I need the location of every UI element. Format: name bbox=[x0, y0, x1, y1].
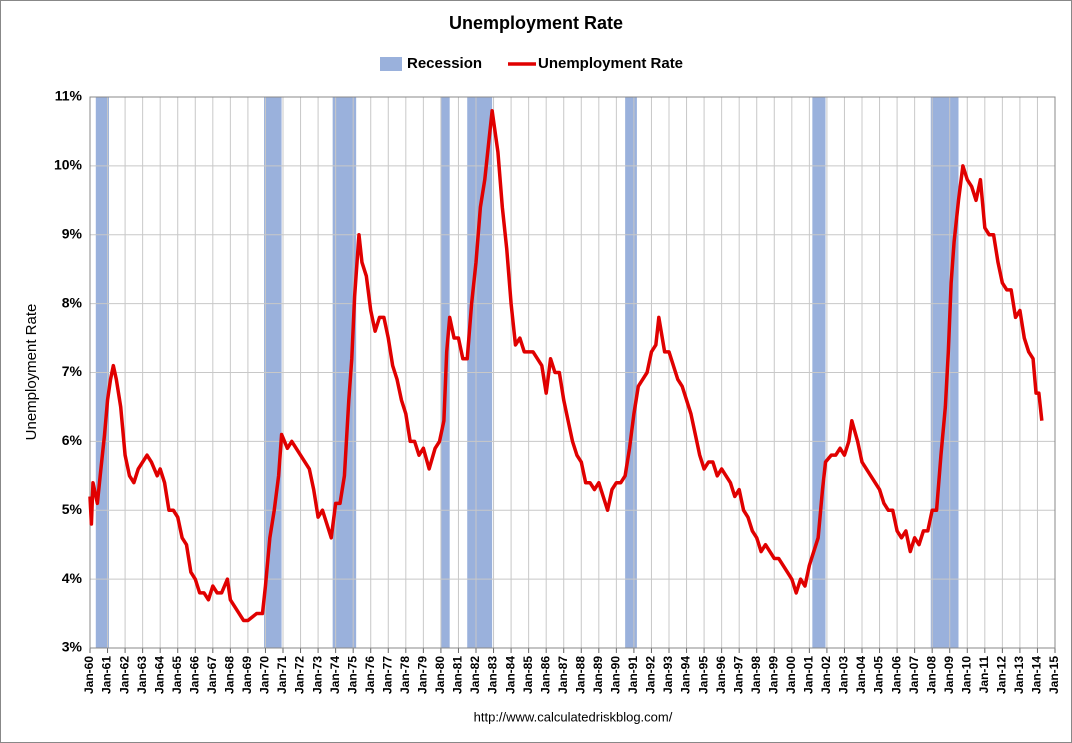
x-tick-label: Jan-87 bbox=[556, 656, 570, 694]
y-tick-label: 7% bbox=[62, 363, 83, 379]
x-tick-label: Jan-61 bbox=[100, 656, 114, 694]
x-tick-label: Jan-67 bbox=[205, 656, 219, 694]
plot-border bbox=[89, 96, 1056, 649]
x-tick-label: Jan-06 bbox=[889, 656, 903, 694]
y-tick-label: 6% bbox=[62, 432, 83, 448]
x-tick-label: Jan-81 bbox=[451, 656, 465, 694]
x-tick-label: Jan-00 bbox=[784, 656, 798, 694]
x-tick-label: Jan-01 bbox=[802, 656, 816, 694]
x-tick-label: Jan-96 bbox=[714, 656, 728, 694]
x-tick-label: Jan-74 bbox=[328, 656, 342, 694]
x-tick-label: Jan-13 bbox=[1012, 656, 1026, 694]
y-axis-label: Unemployment Rate bbox=[23, 304, 40, 441]
x-tick-label: Jan-09 bbox=[942, 656, 956, 694]
x-tick-label: Jan-78 bbox=[398, 656, 412, 694]
x-tick-label: Jan-64 bbox=[152, 656, 166, 694]
x-tick-label: Jan-02 bbox=[819, 656, 833, 694]
x-tick-label: Jan-14 bbox=[1030, 656, 1044, 694]
y-tick-label: 3% bbox=[62, 639, 83, 655]
x-tick-label: Jan-04 bbox=[854, 656, 868, 694]
legend-swatch bbox=[380, 57, 402, 71]
x-tick-label: Jan-10 bbox=[959, 656, 973, 694]
x-tick-label: Jan-69 bbox=[240, 656, 254, 694]
legend-label: Recession bbox=[407, 55, 482, 72]
x-tick-label: Jan-93 bbox=[661, 656, 675, 694]
x-tick-label: Jan-85 bbox=[521, 656, 535, 694]
x-tick-label: Jan-88 bbox=[573, 656, 587, 694]
x-tick-label: Jan-82 bbox=[468, 656, 482, 694]
x-tick-label: Jan-91 bbox=[626, 656, 640, 694]
x-tick-label: Jan-11 bbox=[977, 656, 991, 694]
x-tick-label: Jan-72 bbox=[293, 656, 307, 694]
x-tick-label: Jan-77 bbox=[380, 656, 394, 694]
x-tick-label: Jan-03 bbox=[837, 656, 851, 694]
x-tick-label: Jan-84 bbox=[503, 656, 517, 694]
x-tick-label: Jan-70 bbox=[258, 656, 272, 694]
x-tick-label: Jan-62 bbox=[117, 656, 131, 694]
x-tick-label: Jan-94 bbox=[679, 656, 693, 694]
data-line bbox=[88, 109, 1044, 623]
x-tick-label: Jan-05 bbox=[872, 656, 886, 694]
x-tick-label: Jan-65 bbox=[170, 656, 184, 694]
x-tick-label: Jan-89 bbox=[591, 656, 605, 694]
x-tick-label: Jan-99 bbox=[766, 656, 780, 694]
y-tick-label: 8% bbox=[62, 294, 83, 310]
x-tick-label: Jan-60 bbox=[82, 656, 96, 694]
source-note: http://www.calculatedriskblog.com/ bbox=[474, 709, 673, 724]
x-tick-label: Jan-08 bbox=[924, 656, 938, 694]
x-tick-label: Jan-76 bbox=[363, 656, 377, 694]
x-tick-label: Jan-98 bbox=[749, 656, 763, 694]
y-tick-label: 11% bbox=[55, 88, 83, 104]
x-tick-label: Jan-80 bbox=[433, 656, 447, 694]
x-tick-label: Jan-07 bbox=[907, 656, 921, 694]
x-tick-label: Jan-63 bbox=[135, 656, 149, 694]
y-tick-label: 9% bbox=[62, 225, 83, 241]
x-tick-label: Jan-75 bbox=[345, 656, 359, 694]
chart-title: Unemployment Rate bbox=[449, 13, 623, 33]
x-tick-label: Jan-83 bbox=[486, 656, 500, 694]
y-tick-label: 10% bbox=[54, 157, 83, 173]
x-tick-label: Jan-71 bbox=[275, 656, 289, 694]
x-tick-label: Jan-90 bbox=[609, 656, 623, 694]
x-tick-label: Jan-79 bbox=[416, 656, 430, 694]
x-tick-label: Jan-66 bbox=[187, 656, 201, 694]
x-tick-label: Jan-92 bbox=[644, 656, 658, 694]
x-tick-label: Jan-73 bbox=[310, 656, 324, 694]
x-tick-label: Jan-95 bbox=[696, 656, 710, 694]
x-tick-label: Jan-15 bbox=[1047, 656, 1061, 694]
x-tick-label: Jan-68 bbox=[223, 656, 237, 694]
x-tick-label: Jan-86 bbox=[538, 656, 552, 694]
x-tick-label: Jan-12 bbox=[995, 656, 1009, 694]
y-tick-label: 5% bbox=[62, 501, 83, 517]
legend-label: Unemployment Rate bbox=[538, 55, 683, 72]
y-tick-label: 4% bbox=[62, 570, 83, 586]
x-tick-label: Jan-97 bbox=[731, 656, 745, 694]
